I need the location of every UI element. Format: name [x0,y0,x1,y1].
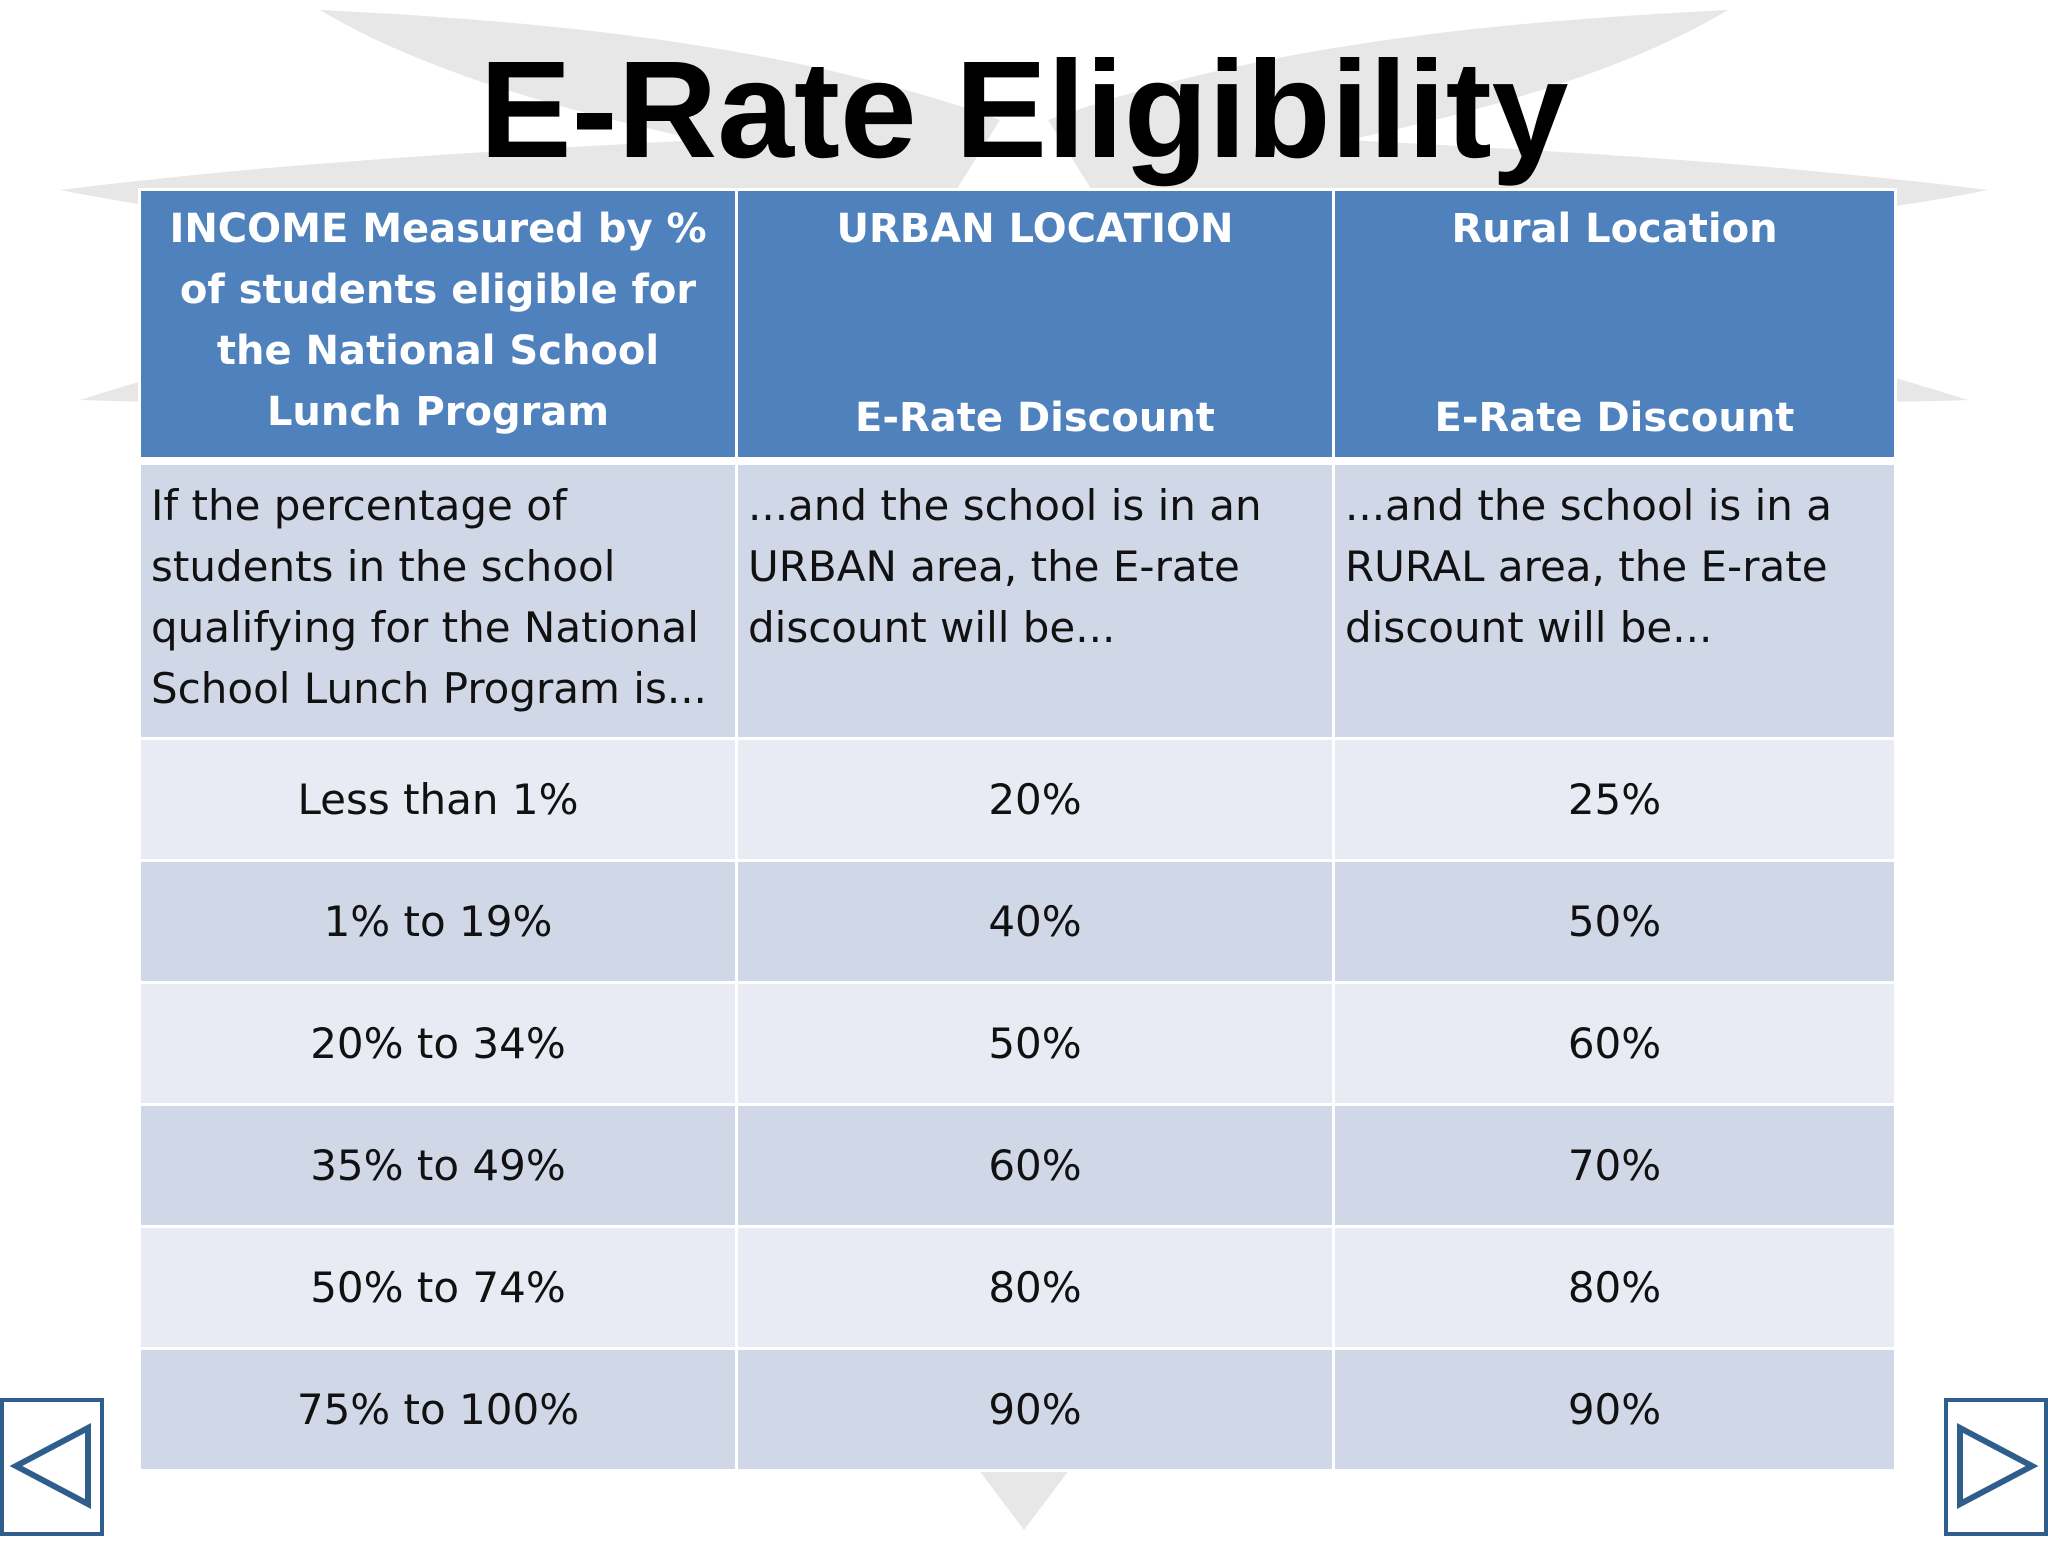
rural-discount-cell: 70% [1332,1103,1897,1228]
intro-urban: ...and the school is in an URBAN area, t… [735,459,1335,740]
rural-discount-cell: 90% [1332,1347,1897,1472]
intro-rural: ...and the school is in a RURAL area, th… [1332,459,1897,740]
table-row: Less than 1% 20% 25% [138,737,1897,862]
urban-discount-cell: 40% [735,859,1335,984]
income-range-cell: 20% to 34% [138,981,738,1106]
income-range-cell: 1% to 19% [138,859,738,984]
erate-discount-table: INCOME Measured by % of students eligibl… [138,188,1897,1472]
rural-discount-cell: 50% [1332,859,1897,984]
urban-discount-cell: 90% [735,1347,1335,1472]
rural-discount-cell: 80% [1332,1225,1897,1350]
urban-discount-cell: 80% [735,1225,1335,1350]
table-row: 1% to 19% 40% 50% [138,859,1897,984]
income-range-cell: 75% to 100% [138,1347,738,1472]
urban-discount-cell: 60% [735,1103,1335,1228]
header-rural-sublabel: E-Rate Discount [1434,395,1795,441]
income-range-cell: Less than 1% [138,737,738,862]
triangle-right-icon [1944,1398,2048,1536]
income-range-cell: 50% to 74% [138,1225,738,1350]
header-urban-label: URBAN LOCATION [836,206,1234,252]
rural-discount-cell: 25% [1332,737,1897,862]
table-row: 20% to 34% 50% 60% [138,981,1897,1106]
header-rural: Rural Location E-Rate Discount [1332,188,1897,465]
urban-discount-cell: 50% [735,981,1335,1106]
header-income: INCOME Measured by % of students eligibl… [138,188,738,465]
rural-discount-cell: 60% [1332,981,1897,1106]
table-row: 50% to 74% 80% 80% [138,1225,1897,1350]
table-intro-row: If the percentage of students in the sch… [138,459,1897,740]
header-urban-sublabel: E-Rate Discount [855,395,1215,441]
header-urban: URBAN LOCATION E-Rate Discount [735,188,1335,465]
table-header-row: INCOME Measured by % of students eligibl… [138,188,1897,465]
table-row: 75% to 100% 90% 90% [138,1347,1897,1472]
intro-income: If the percentage of students in the sch… [138,459,738,740]
triangle-left-icon [0,1398,104,1536]
header-income-label: INCOME Measured by % of students eligibl… [169,206,707,435]
header-rural-label: Rural Location [1451,206,1778,252]
previous-slide-button[interactable] [0,1398,104,1536]
urban-discount-cell: 20% [735,737,1335,862]
table-row: 35% to 49% 60% 70% [138,1103,1897,1228]
income-range-cell: 35% to 49% [138,1103,738,1228]
page-title: E-Rate Eligibility [479,33,1569,187]
next-slide-button[interactable] [1944,1398,2048,1536]
